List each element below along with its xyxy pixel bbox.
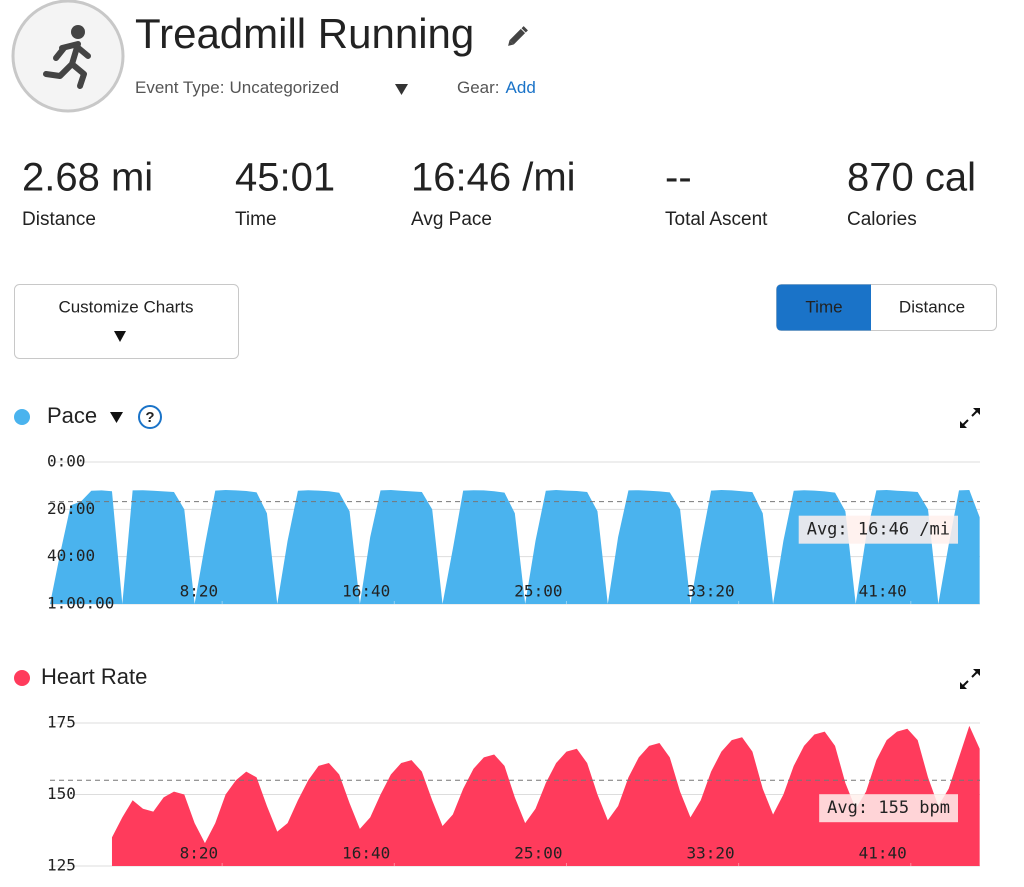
x-tick-label: 8:20 (180, 582, 219, 601)
expand-icon[interactable] (960, 669, 980, 689)
y-tick-label: 40:00 (47, 546, 95, 565)
stat-label: Distance (22, 209, 96, 230)
x-tick-label: 41:40 (859, 582, 907, 601)
stat-label: Calories (847, 209, 917, 230)
area (50, 490, 980, 604)
y-tick-label: 125 (47, 856, 76, 875)
legend-dot (14, 409, 30, 425)
x-tick-label: 33:20 (686, 582, 734, 601)
toggle: Time Distance (776, 284, 997, 331)
stat-label: Time (235, 209, 277, 230)
stat-value: 870 cal (847, 156, 976, 200)
event-type[interactable]: Event Type: Uncategorized (135, 78, 339, 97)
event-type-value: Uncategorized (229, 78, 339, 97)
y-tick-label: 150 (47, 784, 76, 803)
y-tick-label: 0:00 (47, 452, 86, 471)
dropdown-arrow[interactable] (395, 84, 408, 95)
stat-value: 45:01 (235, 156, 335, 200)
average-label: Avg: 16:46 /mi (807, 520, 950, 540)
stat-value: -- (665, 156, 692, 200)
activity-icon (11, 0, 125, 113)
button-label: Customize Charts (58, 297, 193, 316)
svg-text:?: ? (145, 409, 154, 426)
x-tick-label: 16:40 (342, 582, 390, 601)
x-tick-label: 25:00 (514, 582, 562, 601)
x-tick-label: 33:20 (686, 844, 734, 863)
gear-label: Gear: (457, 78, 500, 97)
toggle-option[interactable]: Time (805, 297, 842, 316)
chart-title: Pace (47, 403, 97, 428)
edit-icon[interactable] (506, 26, 528, 48)
gear-add-link[interactable]: Add (506, 78, 536, 97)
x-tick-label: 25:00 (514, 844, 562, 863)
help-icon[interactable]: ? (138, 405, 162, 429)
stat-value: 16:46 /mi (411, 156, 576, 200)
stat-value: 2.68 mi (22, 156, 153, 200)
stats: 2.68 mi Distance 45:01 Time 16:46 /mi Av… (22, 156, 976, 230)
metric-dropdown[interactable] (110, 412, 123, 423)
activity-title: Treadmill Running (135, 10, 474, 57)
gear: Gear: Add (457, 78, 536, 97)
average-label-bg (819, 794, 958, 823)
average-label-bg (798, 515, 958, 544)
y-tick-label: 175 (47, 713, 76, 732)
chart: Pace 0:00 20:00 40:00 1:00:00 8:20 16:40 25:00 3… (14, 403, 980, 613)
chart: Heart Rate 125 150 175 8:20 16:40 25:00 33:20 41… (14, 664, 980, 875)
stat-label: Avg Pace (411, 209, 492, 230)
average-label: Avg: 155 bpm (827, 798, 950, 818)
x-tick-label: 16:40 (342, 844, 390, 863)
y-tick-label: 20:00 (47, 499, 95, 518)
stat-label: Total Ascent (665, 209, 768, 230)
customize-charts-button[interactable]: Customize Charts (14, 284, 239, 359)
y-tick-label: 1:00:00 (47, 594, 114, 613)
legend-dot (14, 670, 30, 686)
x-tick-label: 41:40 (859, 844, 907, 863)
event-type-label: Event Type: (135, 78, 224, 97)
toggle-option[interactable]: Distance (899, 297, 965, 316)
area (111, 725, 980, 866)
x-tick-label: 8:20 (180, 844, 219, 863)
expand-icon[interactable] (960, 408, 980, 428)
chart-title: Heart Rate (41, 664, 147, 689)
toggle-active[interactable] (776, 284, 872, 331)
